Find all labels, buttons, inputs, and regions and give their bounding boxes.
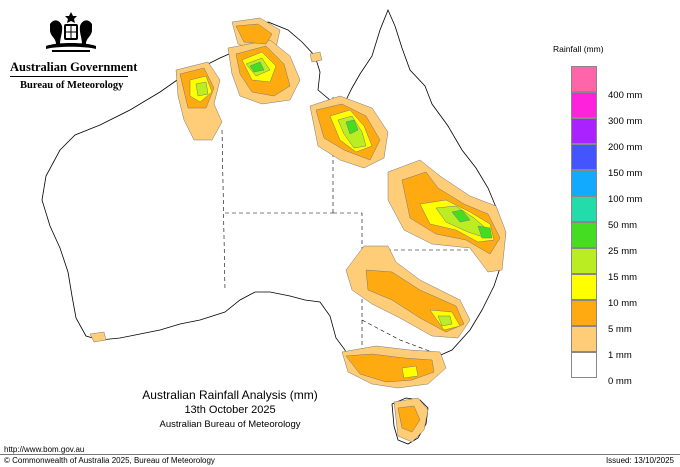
map-date: 13th October 2025 bbox=[184, 404, 276, 416]
map-title-block: Australian Rainfall Analysis (mm) 13th O… bbox=[110, 387, 350, 432]
legend-label: 100 mm bbox=[608, 194, 643, 205]
issued-date: Issued: 13/10/2025 bbox=[605, 456, 674, 465]
legend-label: 5 mm bbox=[608, 324, 632, 335]
coat-of-arms-logo bbox=[46, 12, 96, 52]
legend-swatch bbox=[571, 144, 597, 170]
legend-swatch bbox=[571, 170, 597, 196]
header-divider bbox=[10, 76, 128, 77]
agency-name: Bureau of Meteorology bbox=[20, 80, 124, 91]
legend-label: 300 mm bbox=[608, 116, 643, 127]
legend-label: 150 mm bbox=[608, 168, 643, 179]
legend-swatch bbox=[571, 274, 597, 300]
legend-label: 400 mm bbox=[608, 90, 643, 101]
legend-swatch bbox=[571, 92, 597, 118]
website-url: http://www.bom.gov.au bbox=[4, 445, 85, 454]
legend-swatch bbox=[571, 248, 597, 274]
map-title: Australian Rainfall Analysis (mm) bbox=[142, 388, 318, 402]
legend-swatch bbox=[571, 326, 597, 352]
legend-title: Rainfall (mm) bbox=[553, 44, 604, 54]
legend-swatch bbox=[571, 118, 597, 144]
legend-label: 15 mm bbox=[608, 272, 638, 283]
footer-divider bbox=[0, 454, 680, 455]
legend-swatch bbox=[571, 196, 597, 222]
government-name: Australian Government bbox=[10, 60, 138, 74]
legend-label: 0 mm bbox=[608, 376, 632, 387]
legend-label: 200 mm bbox=[608, 142, 643, 153]
legend-swatch bbox=[571, 222, 597, 248]
map-source: Australian Bureau of Meteorology bbox=[159, 419, 301, 430]
legend-label: 50 mm bbox=[608, 220, 638, 231]
legend-swatch bbox=[571, 352, 597, 378]
rain-25mm-areas bbox=[249, 61, 493, 239]
copyright-notice: © Commonwealth of Australia 2025, Bureau… bbox=[4, 456, 215, 465]
legend-label: 1 mm bbox=[608, 350, 632, 361]
legend-label: 10 mm bbox=[608, 298, 638, 309]
legend-swatch bbox=[571, 66, 597, 92]
legend-label: 25 mm bbox=[608, 246, 638, 257]
legend-swatch bbox=[571, 300, 597, 326]
